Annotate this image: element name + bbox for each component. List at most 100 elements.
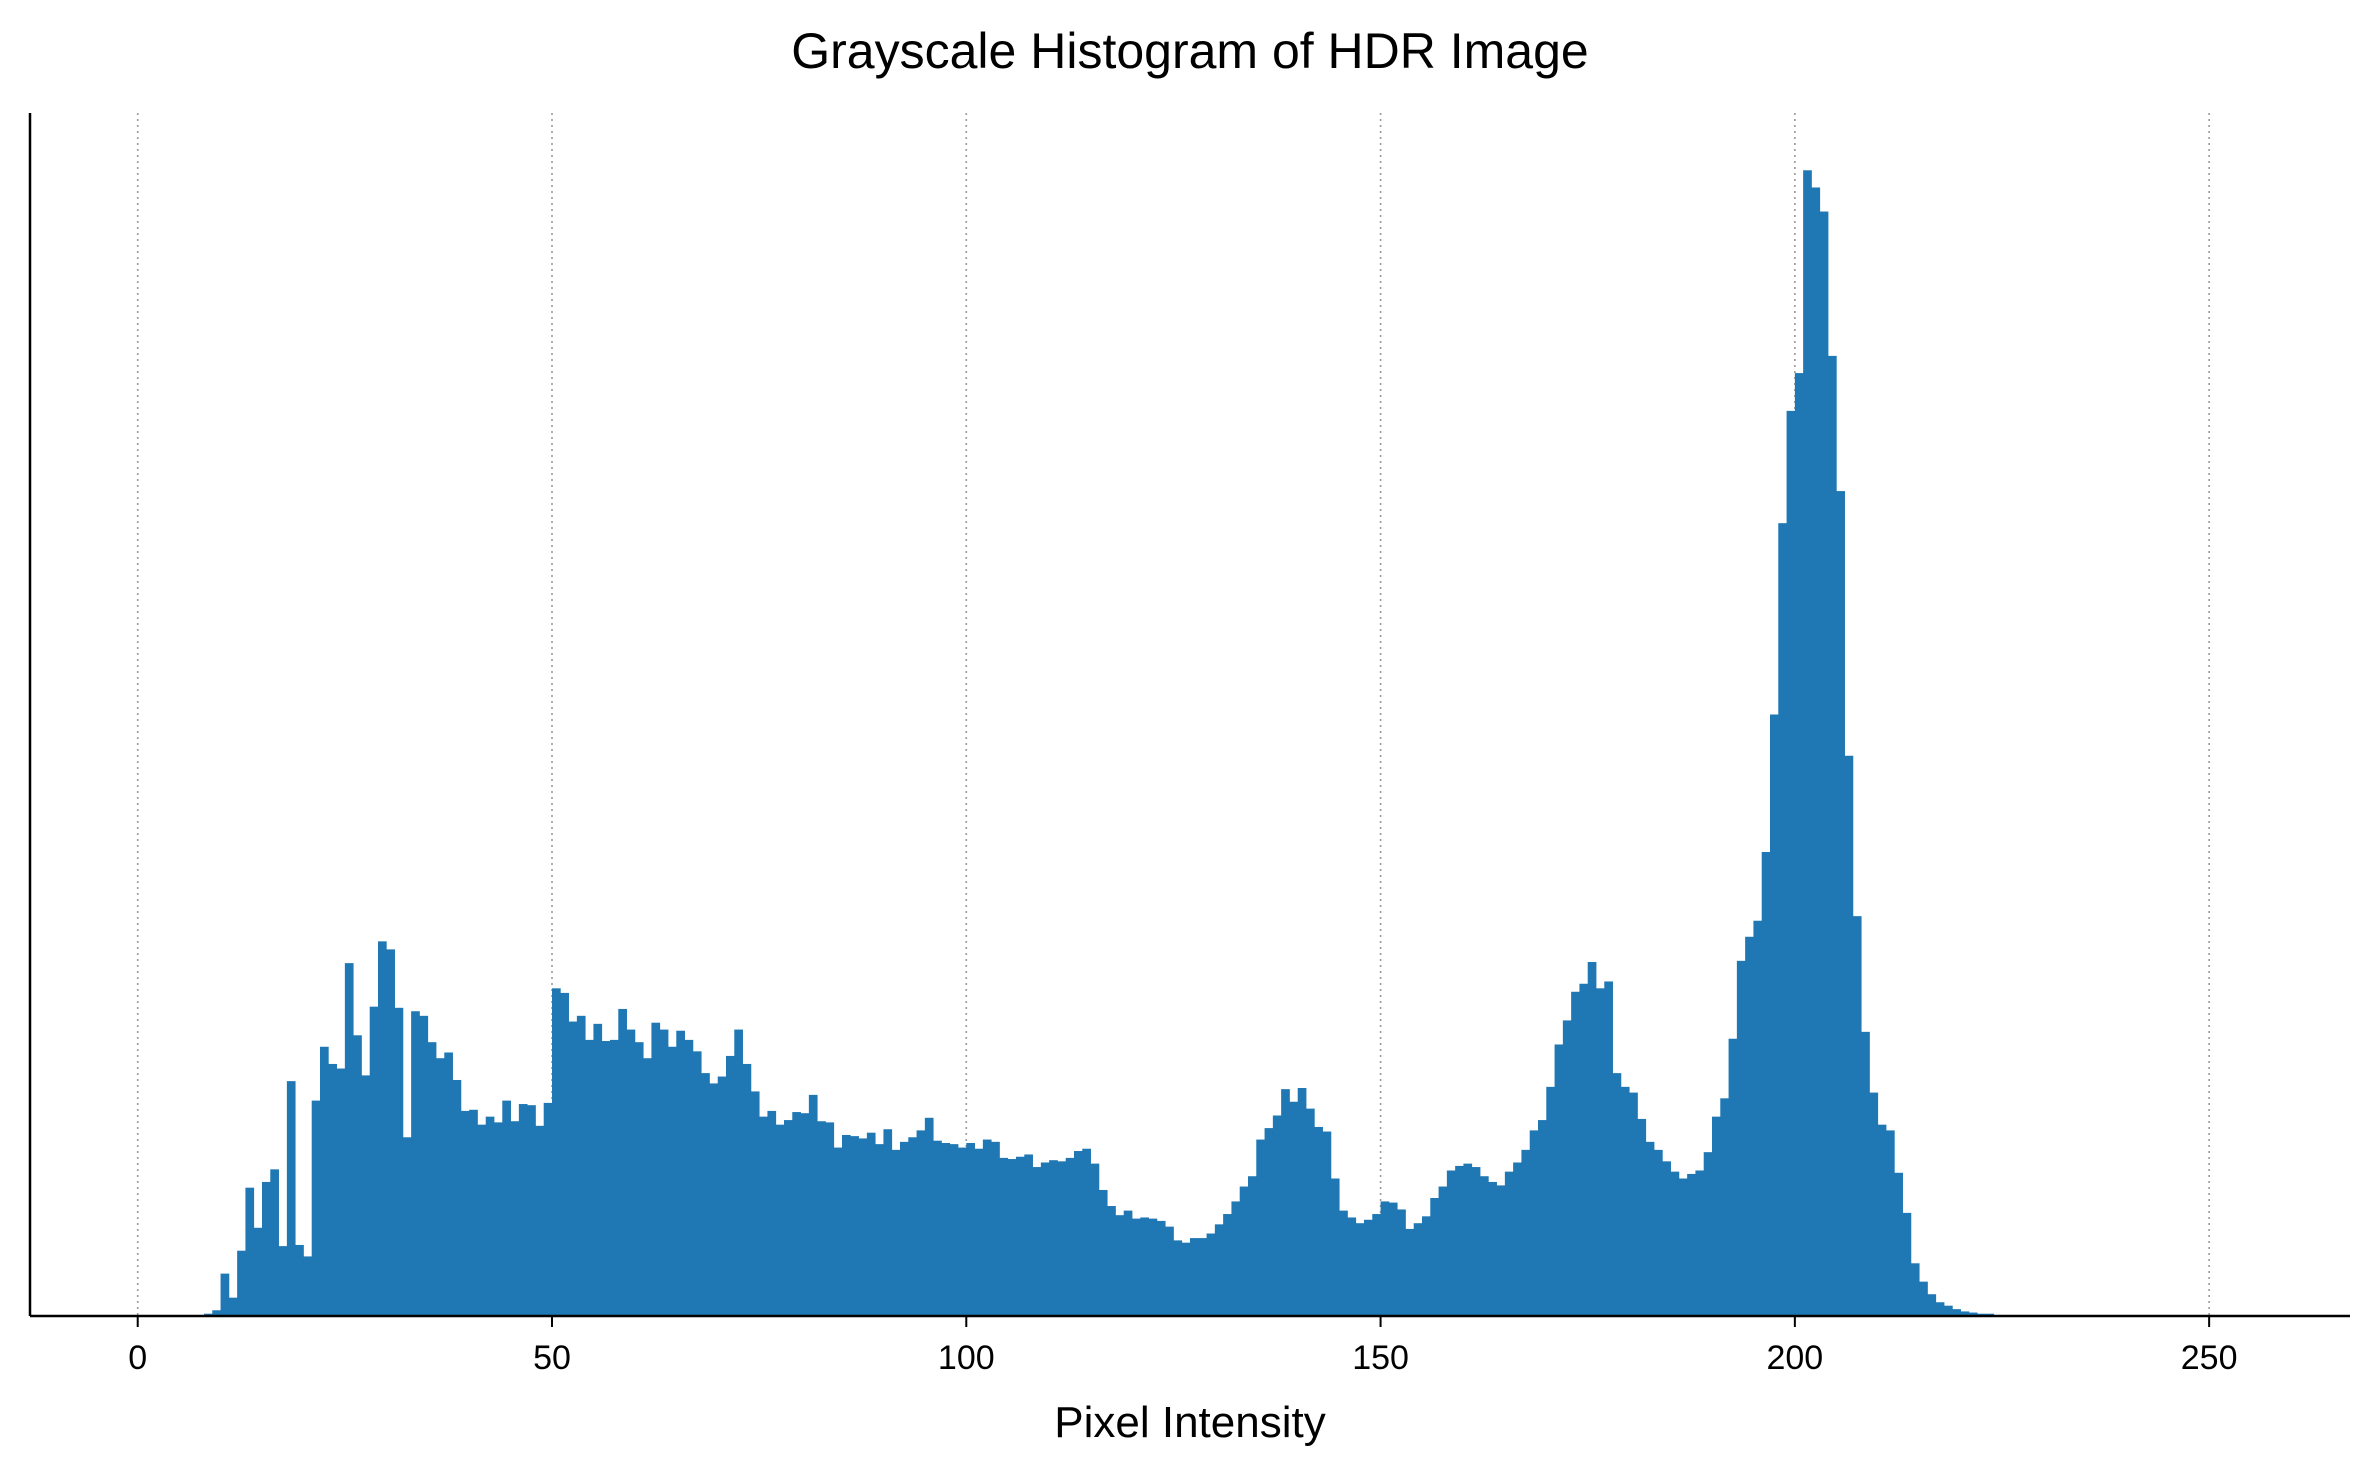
bar-105	[1007, 1159, 1017, 1316]
bar-67	[692, 1051, 702, 1316]
bar-60	[634, 1042, 644, 1316]
bar-143	[1322, 1131, 1332, 1316]
bar-10	[220, 1273, 230, 1316]
bar-210	[1877, 1124, 1887, 1316]
bar-202	[1811, 187, 1821, 1316]
bar-163	[1488, 1181, 1497, 1316]
bar-12	[237, 1250, 246, 1316]
bar-69	[709, 1083, 719, 1316]
bar-207	[1852, 916, 1862, 1316]
bar-31	[394, 1007, 404, 1316]
bar-157	[1438, 1186, 1448, 1316]
bar-165	[1504, 1171, 1514, 1316]
bar-183	[1654, 1149, 1663, 1316]
bar-205	[1836, 491, 1845, 1317]
bar-214	[1910, 1263, 1920, 1316]
bar-78	[784, 1120, 793, 1316]
bar-195	[1753, 920, 1763, 1316]
bar-160	[1463, 1163, 1473, 1316]
bar-14	[253, 1227, 263, 1316]
bar-55	[593, 1023, 603, 1316]
bar-121	[1140, 1217, 1149, 1316]
bar-43	[494, 1122, 503, 1316]
bar-123	[1156, 1220, 1166, 1316]
bar-152	[1397, 1209, 1406, 1316]
bar-148	[1364, 1219, 1373, 1316]
bar-197	[1770, 714, 1779, 1316]
bar-92	[900, 1141, 909, 1316]
bar-204	[1828, 355, 1837, 1316]
bar-211	[1886, 1130, 1895, 1316]
bar-221	[1968, 1312, 1978, 1316]
bar-49	[543, 1102, 553, 1316]
bar-167	[1521, 1149, 1531, 1316]
bar-48	[535, 1125, 545, 1316]
bar-17	[278, 1246, 288, 1316]
bar-32	[402, 1137, 412, 1316]
bar-18	[286, 1081, 296, 1316]
bar-73	[742, 1063, 752, 1316]
bar-155	[1422, 1216, 1431, 1316]
bar-98	[949, 1144, 959, 1316]
bar-45	[510, 1121, 520, 1316]
bar-130	[1214, 1224, 1224, 1316]
bar-28	[369, 1006, 379, 1316]
bar-27	[361, 1075, 371, 1316]
x-axis-label: Pixel Intensity	[1054, 1398, 1325, 1447]
bar-196	[1761, 851, 1771, 1316]
bar-125	[1173, 1240, 1183, 1316]
bar-91	[891, 1149, 901, 1316]
bar-180	[1629, 1092, 1638, 1316]
bar-122	[1148, 1218, 1158, 1316]
bar-169	[1538, 1120, 1547, 1316]
bar-186	[1678, 1178, 1688, 1316]
bar-139	[1289, 1101, 1299, 1316]
bar-159	[1455, 1165, 1464, 1316]
bar-86	[850, 1136, 859, 1316]
bar-220	[1960, 1311, 1970, 1316]
histogram-bars	[204, 170, 1995, 1317]
bar-76	[767, 1110, 777, 1316]
bar-41	[477, 1124, 487, 1316]
bar-51	[560, 992, 569, 1316]
bar-93	[908, 1137, 917, 1316]
bar-132	[1231, 1201, 1241, 1316]
bar-46	[518, 1104, 528, 1316]
bar-161	[1471, 1167, 1481, 1316]
bar-110	[1049, 1160, 1058, 1316]
bar-137	[1272, 1115, 1282, 1316]
bar-203	[1819, 211, 1829, 1316]
bar-66	[684, 1039, 694, 1316]
bar-29	[378, 941, 387, 1316]
bar-188	[1695, 1170, 1705, 1316]
bar-36	[436, 1058, 445, 1316]
bar-206	[1844, 755, 1854, 1316]
bar-102	[982, 1139, 992, 1316]
bar-90	[883, 1129, 893, 1316]
bar-65	[676, 1030, 685, 1316]
bar-112	[1065, 1157, 1075, 1316]
bar-38	[452, 1079, 462, 1316]
bar-62	[651, 1022, 661, 1316]
bar-104	[999, 1157, 1009, 1316]
bar-63	[659, 1029, 669, 1316]
axes	[28, 113, 2350, 1318]
bar-146	[1347, 1217, 1357, 1316]
bar-84	[833, 1147, 843, 1316]
bar-142	[1314, 1126, 1323, 1316]
bar-39	[460, 1110, 470, 1316]
bar-145	[1339, 1210, 1348, 1316]
bar-21	[311, 1100, 321, 1316]
bar-15	[262, 1181, 271, 1316]
x-tick-label-150: 150	[1352, 1339, 1409, 1377]
bar-177	[1604, 981, 1613, 1316]
bar-156	[1430, 1197, 1439, 1316]
bar-181	[1637, 1118, 1647, 1316]
bar-124	[1165, 1226, 1174, 1316]
bar-140	[1297, 1088, 1307, 1316]
bar-151	[1388, 1202, 1398, 1316]
bar-187	[1687, 1173, 1696, 1316]
bar-172	[1562, 1020, 1572, 1316]
bar-178	[1612, 1073, 1622, 1316]
